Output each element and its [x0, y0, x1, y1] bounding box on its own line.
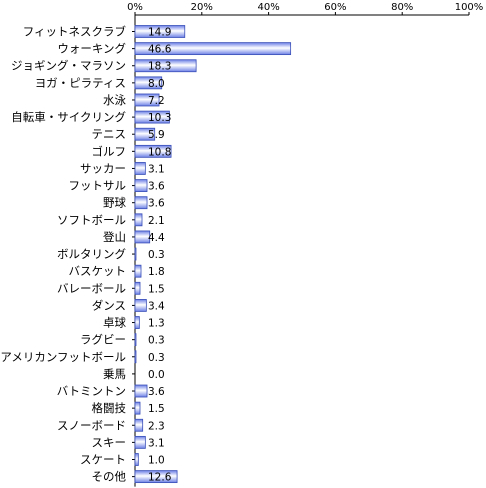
bar — [134, 93, 160, 107]
bar — [134, 264, 142, 278]
data-label: 8.0 — [148, 78, 165, 90]
bars: 14.9 46.6 18.3 8.0 7.2 10.3 5.9 10.8 3.1 3.6 3.6 2.… — [134, 25, 292, 484]
data-label: 10.3 — [148, 112, 171, 124]
category-label: フィットネスクラブ — [23, 25, 127, 39]
category-label: フットサル — [69, 179, 127, 193]
category-label: ダンス — [92, 298, 126, 312]
data-label: 7.2 — [148, 95, 165, 107]
bar — [134, 470, 178, 484]
bar — [134, 299, 147, 312]
data-label: 14.9 — [148, 27, 171, 39]
bar — [134, 144, 172, 158]
category-label: ボルタリング — [57, 247, 126, 261]
category-label: バレーボール — [57, 281, 126, 295]
data-label: 18.3 — [148, 61, 171, 73]
bar — [134, 384, 148, 398]
bar — [134, 230, 151, 244]
bar — [134, 435, 146, 449]
data-label: 3.1 — [148, 163, 165, 175]
data-label: 1.5 — [148, 403, 165, 415]
category-label: ウォーキング — [57, 42, 126, 56]
bar — [134, 127, 156, 141]
category-label: ラグビー — [80, 333, 126, 347]
bar — [134, 59, 197, 73]
category-label: 水泳 — [103, 93, 126, 107]
x-tick-label: 100% — [455, 2, 484, 13]
category-label: スケート — [80, 453, 126, 467]
data-label: 3.6 — [148, 181, 165, 193]
data-label: 1.5 — [148, 283, 165, 295]
data-label: 4.4 — [148, 232, 165, 244]
category-label: 野球 — [103, 196, 126, 210]
bar — [134, 25, 186, 38]
bar — [134, 196, 148, 210]
data-label: 3.6 — [148, 198, 165, 210]
category-label: ゴルフ — [92, 144, 127, 158]
category-label: 卓球 — [103, 316, 126, 330]
category-label: 自転車・サイクリング — [11, 110, 126, 124]
bar — [134, 333, 137, 347]
category-labels: フィットネスクラブウォーキングジョギング・マラソンヨガ・ピラティス水泳自転車・サ… — [0, 25, 126, 484]
x-tick-label: 40% — [257, 2, 279, 13]
bar — [134, 281, 141, 295]
data-label: 0.3 — [148, 352, 165, 364]
bar — [134, 316, 140, 329]
category-label: 格闘技 — [92, 401, 127, 415]
category-label: ソフトボール — [57, 213, 126, 227]
bar — [134, 350, 137, 364]
data-label: 1.0 — [148, 455, 165, 467]
data-label: 2.1 — [148, 215, 165, 227]
data-label: 3.6 — [148, 386, 165, 398]
category-label: スキー — [92, 435, 127, 449]
category-label: アメリカンフットボール — [0, 350, 126, 364]
data-label: 0.0 — [148, 369, 165, 381]
bar — [134, 76, 163, 90]
x-tick-label: 0% — [127, 2, 143, 13]
data-label: 10.8 — [148, 146, 171, 158]
bar — [134, 213, 143, 227]
data-label: 1.3 — [148, 318, 165, 330]
data-label: 0.3 — [148, 335, 165, 347]
category-label: ジョギング・マラソン — [11, 59, 126, 73]
bar — [134, 401, 141, 415]
category-label: サッカー — [80, 161, 126, 175]
bar — [134, 179, 148, 192]
category-label: 乗馬 — [103, 367, 126, 381]
bar — [134, 453, 139, 466]
x-axis: 0% 20% 40% 60% 80% 100% — [127, 2, 483, 487]
data-label: 3.1 — [148, 437, 165, 449]
bar — [134, 247, 137, 261]
data-label: 12.6 — [148, 472, 172, 484]
data-label: 3.4 — [148, 300, 165, 312]
bar — [134, 418, 144, 432]
category-label: バトミントン — [57, 384, 126, 398]
category-label: その他 — [92, 470, 127, 484]
data-label: 2.3 — [148, 420, 165, 432]
x-tick-label: 80% — [391, 2, 413, 13]
category-label: バスケット — [69, 264, 127, 278]
data-label: 1.8 — [148, 266, 165, 278]
bar — [134, 162, 146, 175]
x-tick-label: 20% — [191, 2, 213, 13]
category-label: ヨガ・ピラティス — [35, 76, 126, 90]
bar — [134, 42, 292, 56]
data-label: 46.6 — [148, 44, 172, 56]
x-tick-label: 60% — [324, 2, 346, 13]
data-label: 0.3 — [148, 249, 165, 261]
category-label: スノーボード — [57, 418, 126, 432]
bar — [134, 110, 170, 124]
category-label: テニス — [92, 127, 127, 141]
category-label: 登山 — [103, 230, 126, 244]
data-label: 5.9 — [148, 129, 165, 141]
